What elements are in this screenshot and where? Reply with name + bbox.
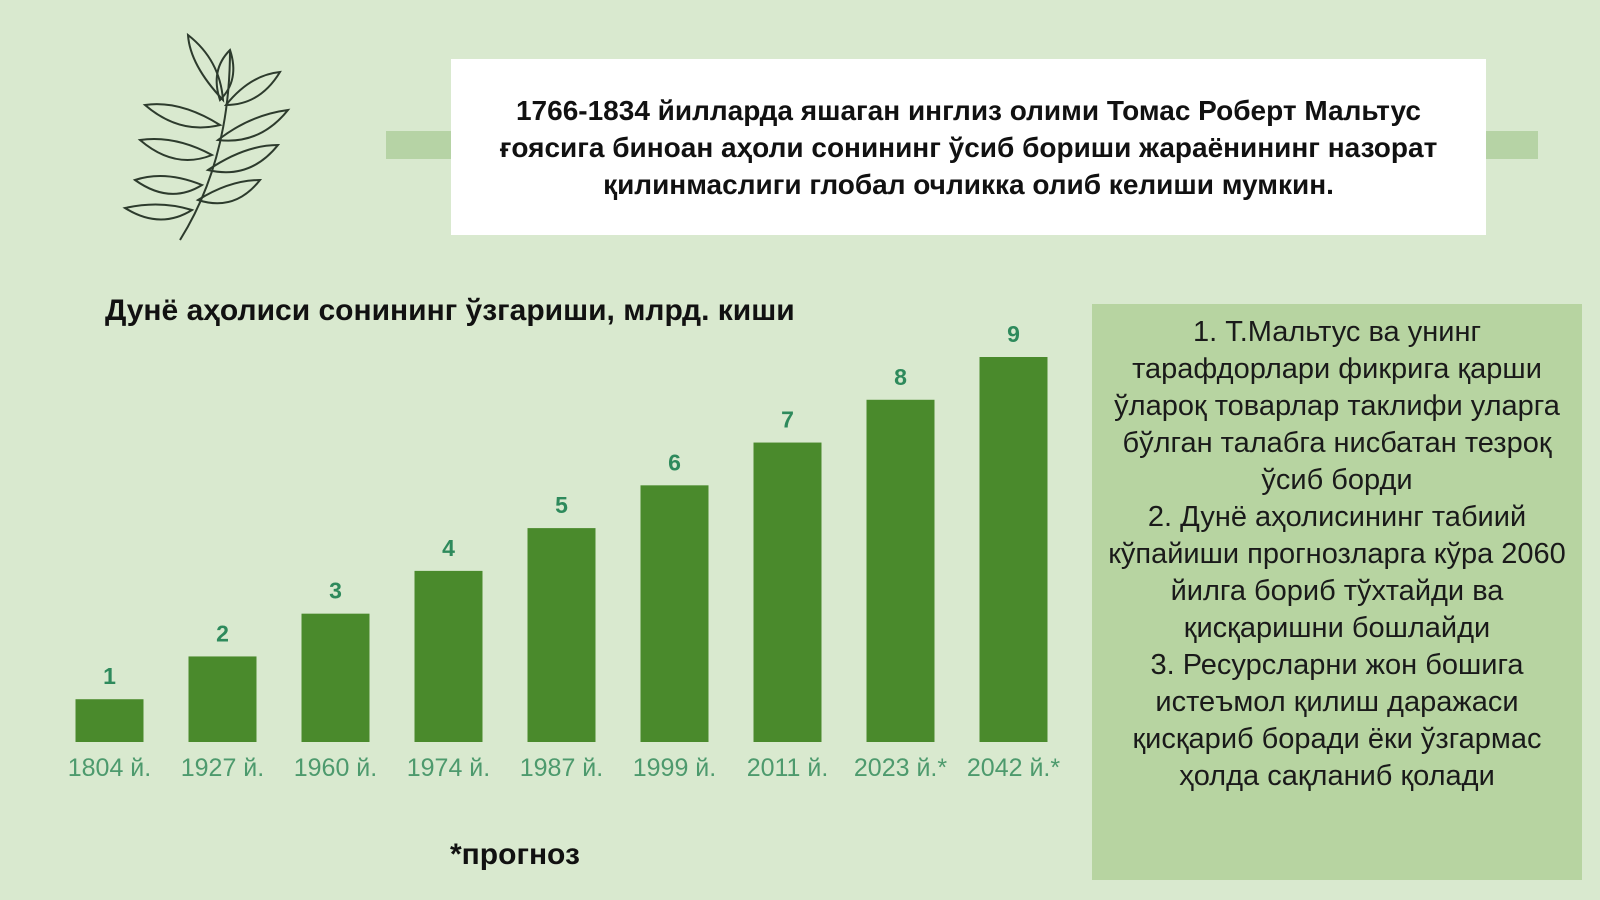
x-tick-label: 1927 й. [180, 754, 265, 782]
value-label: 3 [329, 578, 342, 604]
value-label: 9 [1007, 321, 1020, 347]
leaf-icon [122, 32, 291, 241]
value-label: 5 [555, 492, 568, 518]
value-label: 6 [668, 449, 681, 475]
x-tick-label: 1974 й. [406, 754, 491, 782]
value-label: 2 [216, 620, 229, 646]
x-tick-label: 2011 й. [746, 754, 829, 782]
bar [640, 485, 709, 742]
x-tick-label: 2023 й.* [853, 754, 948, 782]
bar [527, 528, 596, 742]
bar [188, 656, 257, 742]
bar [301, 613, 370, 742]
side-panel: 1. Т.Мальтус ва унинг тарафдорлари фикри… [1092, 304, 1582, 880]
x-tick-label: 1960 й. [293, 754, 378, 782]
side-item: 2. Дунё аҳолисининг табиий кўпайиши прог… [1108, 501, 1566, 644]
value-label: 4 [442, 535, 455, 561]
bar [753, 442, 822, 742]
x-tick-label: 2042 й.* [966, 754, 1061, 782]
x-tick-label: 1987 й. [519, 754, 604, 782]
chart: 1 2 3 4 5 6 7 8 9 [75, 321, 1048, 742]
value-label: 7 [781, 407, 794, 433]
bar [75, 699, 144, 742]
bar [414, 570, 483, 742]
x-tick-label: 1999 й. [632, 754, 717, 782]
bar [866, 399, 935, 742]
side-item: 1. Т.Мальтус ва унинг тарафдорлари фикри… [1114, 316, 1560, 496]
note: *прогноз [450, 838, 580, 871]
value-label: 8 [894, 364, 907, 390]
bar [979, 357, 1048, 742]
side-item: 3. Ресурсларни жон бошига истеъмол қилиш… [1132, 649, 1542, 792]
chart-title: Дунё аҳолиси сонининг ўзгариши, млрд. ки… [105, 294, 795, 327]
x-tick-label: 1804 й. [67, 754, 152, 782]
value-label: 1 [103, 663, 116, 689]
header-text: 1766-1834 йилларда яшаган инглиз олими Т… [451, 59, 1486, 235]
